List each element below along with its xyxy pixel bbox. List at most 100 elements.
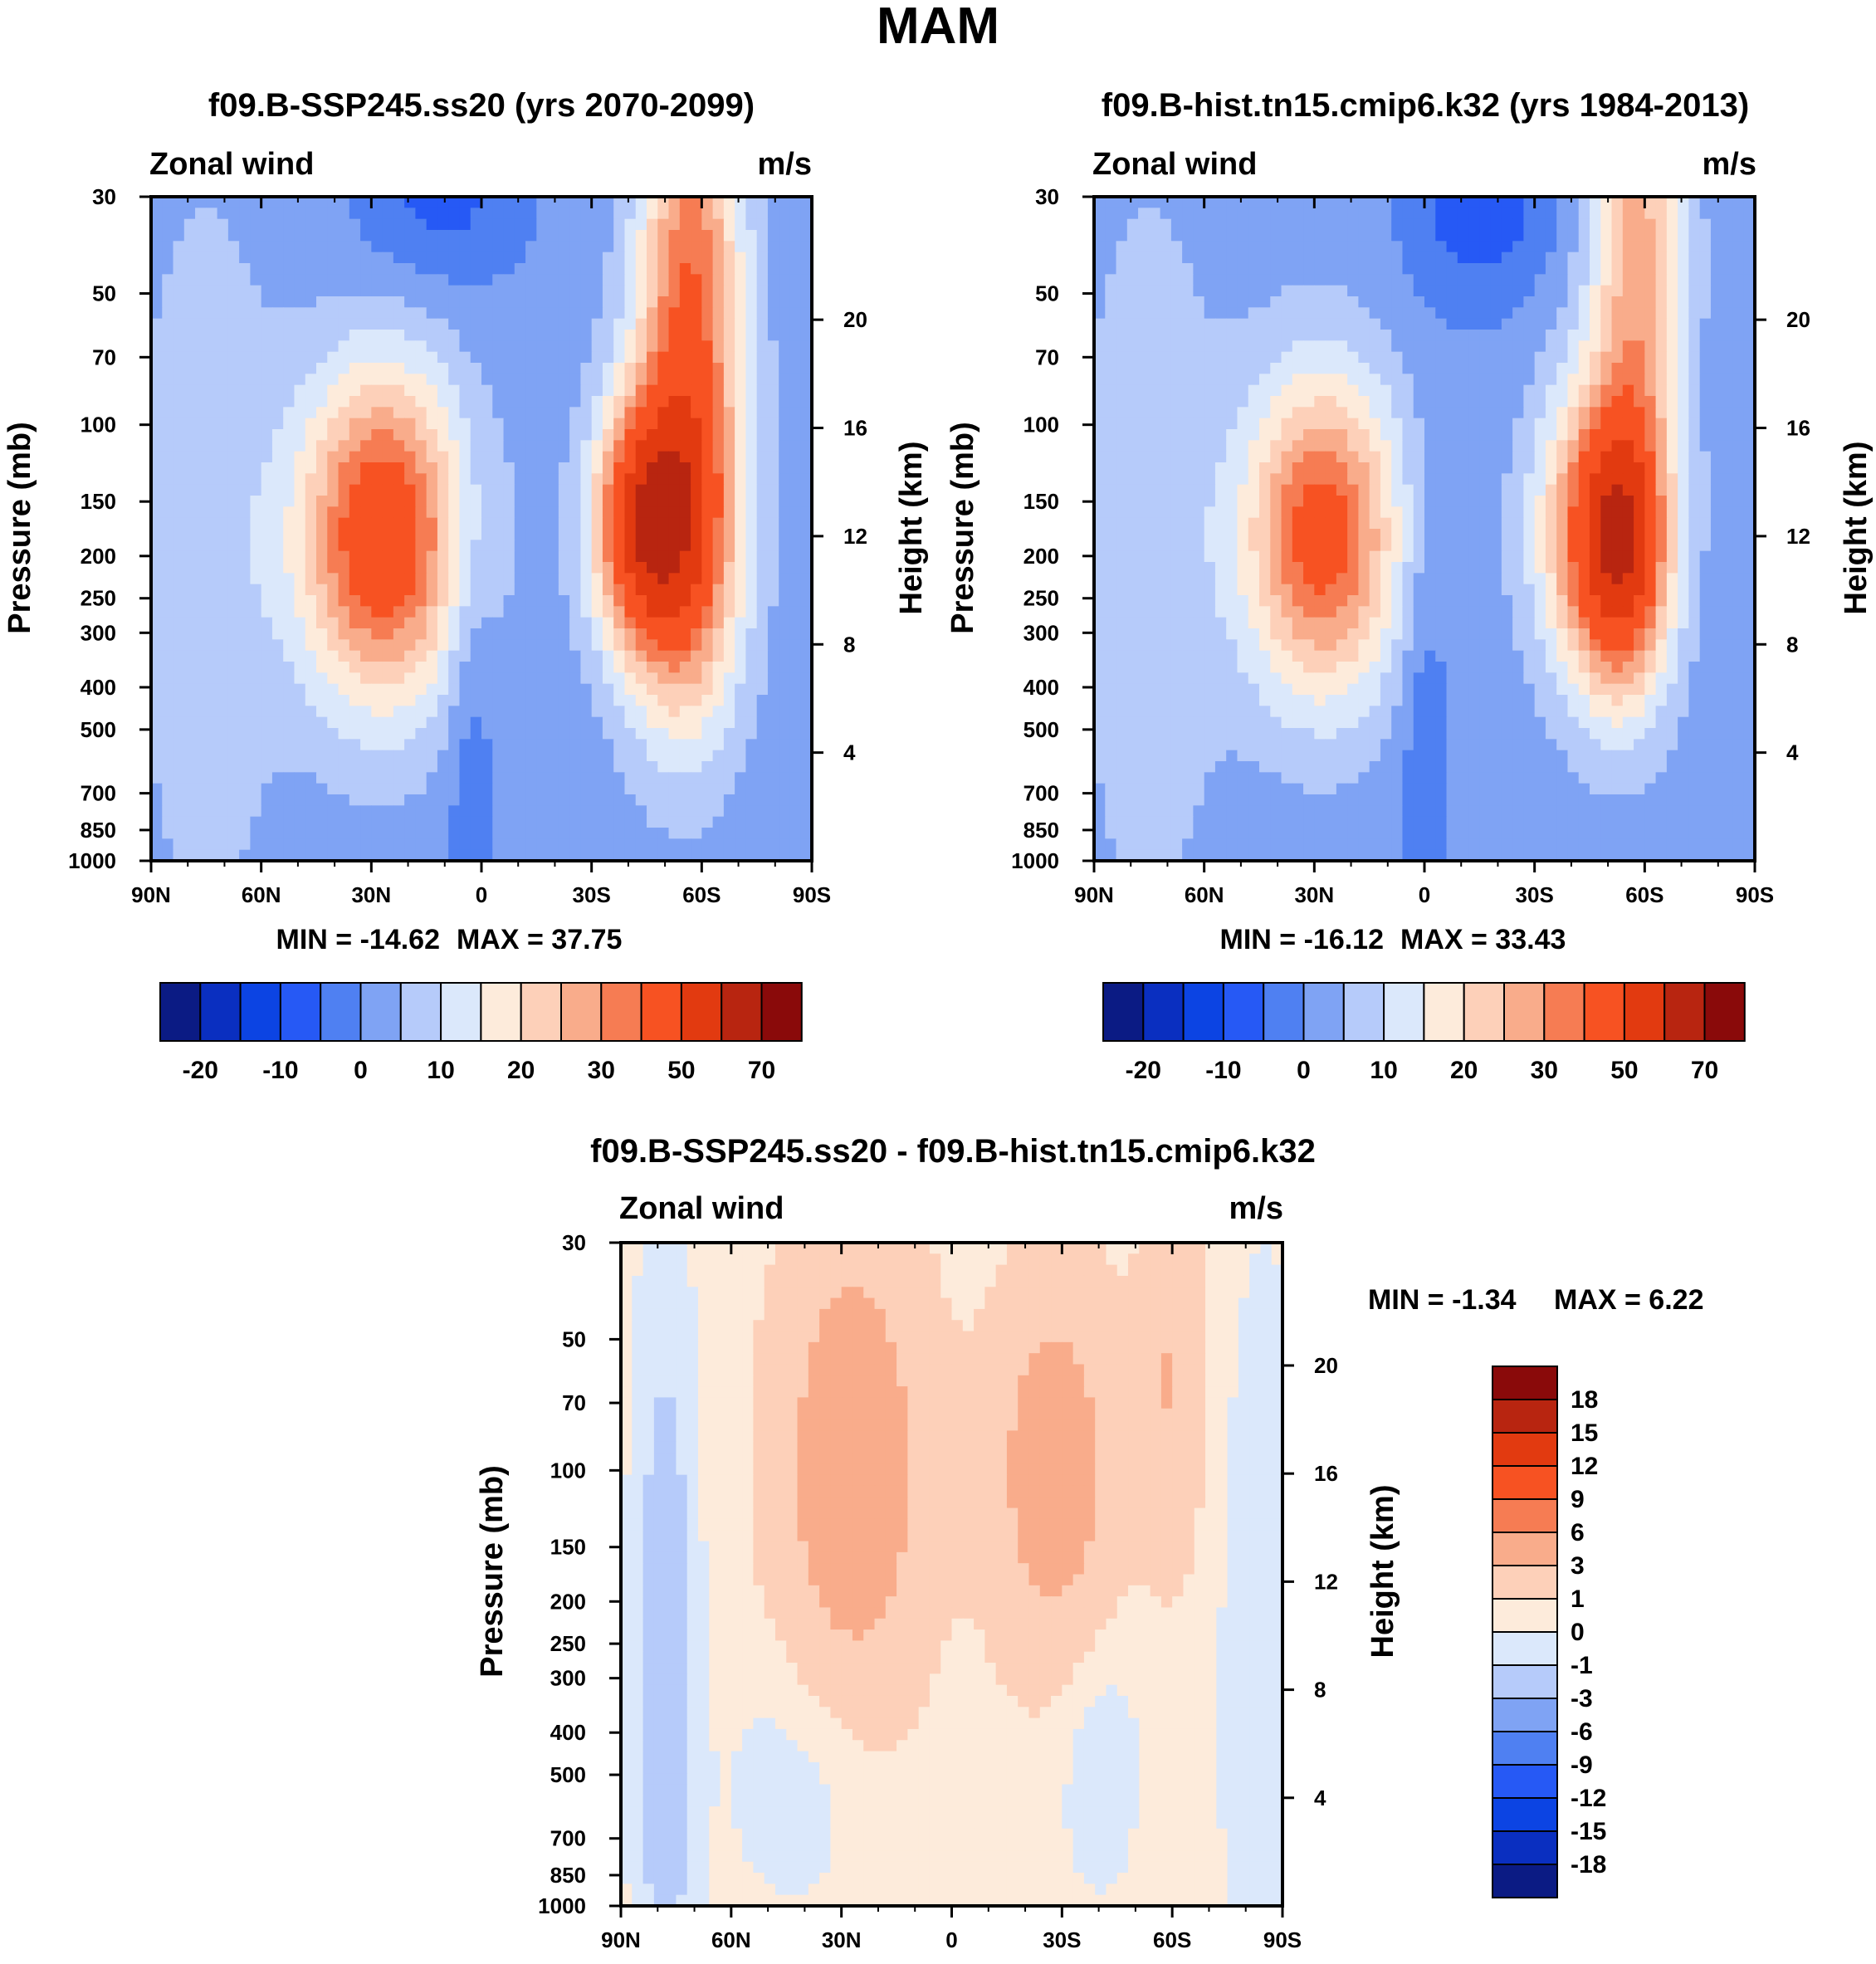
contour-cell <box>239 230 251 242</box>
contour-cell <box>1678 374 1689 386</box>
contour-cell <box>305 396 317 408</box>
contour-cell <box>338 639 350 652</box>
contour-cell <box>701 462 714 474</box>
contour-cell <box>613 573 626 585</box>
contour-cell <box>735 683 746 696</box>
contour-cell <box>1358 340 1370 353</box>
contour-cell <box>437 794 449 806</box>
contour-cell <box>338 462 350 474</box>
contour-cell <box>1644 252 1657 264</box>
contour-cell <box>789 838 802 851</box>
contour-cell <box>800 384 813 397</box>
contour-cell <box>1248 374 1260 386</box>
contour-cell <box>261 473 273 486</box>
contour-cell <box>679 285 691 297</box>
contour-cell <box>1402 330 1414 341</box>
contour-cell <box>261 418 273 430</box>
contour-cell <box>1600 407 1613 419</box>
contour-cell <box>404 606 416 618</box>
contour-cell <box>569 540 581 552</box>
contour-cell <box>668 208 681 220</box>
contour-cell <box>415 838 427 851</box>
contour-cell <box>1743 384 1756 397</box>
contour-cell <box>701 517 714 530</box>
contour-cell <box>448 639 461 652</box>
contour-cell <box>591 550 603 563</box>
contour-cell <box>1204 230 1216 242</box>
contour-cell <box>1292 374 1304 386</box>
contour-cell <box>514 241 526 253</box>
contour-cell <box>723 573 735 585</box>
contour-cell <box>1644 418 1657 430</box>
contour-cell <box>492 484 505 496</box>
contour-cell <box>789 274 802 286</box>
contour-cell <box>492 529 505 540</box>
contour-cell <box>514 208 526 220</box>
contour-cell <box>459 451 471 463</box>
contour-cell <box>1424 363 1436 374</box>
contour-cell <box>536 384 549 397</box>
contour-cell <box>580 550 593 563</box>
contour-cell <box>470 606 482 618</box>
contour-cell <box>668 263 681 275</box>
contour-cell <box>602 274 614 286</box>
contour-cell <box>492 562 505 574</box>
contour-cell <box>382 639 394 652</box>
contour-cell <box>1248 241 1260 253</box>
contour-cell <box>756 849 769 862</box>
contour-cell <box>1336 285 1348 297</box>
contour-cell <box>1457 296 1469 308</box>
contour-cell <box>701 230 714 242</box>
contour-cell <box>173 550 185 563</box>
contour-cell <box>1138 330 1150 341</box>
contour-cell <box>1380 285 1392 297</box>
contour-cell <box>1369 418 1381 430</box>
contour-cell <box>1457 263 1469 275</box>
contour-cell <box>569 363 581 374</box>
contour-cell <box>613 208 626 220</box>
contour-cell <box>349 816 361 828</box>
contour-cell <box>1314 384 1326 397</box>
contour-cell <box>613 363 626 374</box>
contour-cell <box>1743 263 1756 275</box>
contour-cell <box>360 562 372 574</box>
contour-cell <box>1281 318 1293 330</box>
contour-cell <box>1126 296 1139 308</box>
contour-cell <box>162 617 174 629</box>
contour-cell <box>779 783 791 795</box>
contour-cell <box>635 550 647 563</box>
contour-cell <box>382 363 394 374</box>
contour-cell <box>1402 384 1414 397</box>
contour-cell <box>602 761 614 773</box>
contour-cell <box>1314 330 1326 341</box>
contour-cell <box>602 363 614 374</box>
contour-cell <box>789 739 802 751</box>
colorbar-label: -10 <box>262 1057 298 1084</box>
contour-cell <box>1160 330 1172 341</box>
contour-cell <box>404 838 416 851</box>
contour-cell <box>514 462 526 474</box>
contour-cell <box>162 307 174 320</box>
contour-cell <box>283 628 296 640</box>
contour-cell <box>602 683 614 696</box>
contour-cell <box>151 440 163 452</box>
contour-cell <box>1634 285 1645 297</box>
contour-cell <box>393 197 405 208</box>
contour-cell <box>1182 296 1194 308</box>
contour-cell <box>151 252 163 264</box>
colorbar-swatch <box>239 982 281 1042</box>
contour-cell <box>1634 407 1645 419</box>
contour-cell <box>1347 197 1359 208</box>
contour-cell <box>1391 307 1404 320</box>
contour-cell <box>635 805 647 818</box>
contour-cell <box>613 473 626 486</box>
contour-cell <box>195 418 207 430</box>
contour-cell <box>1424 218 1436 231</box>
contour-cell <box>437 451 449 463</box>
contour-cell <box>779 506 791 519</box>
contour-cell <box>271 672 284 685</box>
contour-cell <box>647 695 658 706</box>
contour-cell <box>415 639 427 652</box>
contour-cell <box>657 706 670 718</box>
contour-cell <box>382 750 394 762</box>
